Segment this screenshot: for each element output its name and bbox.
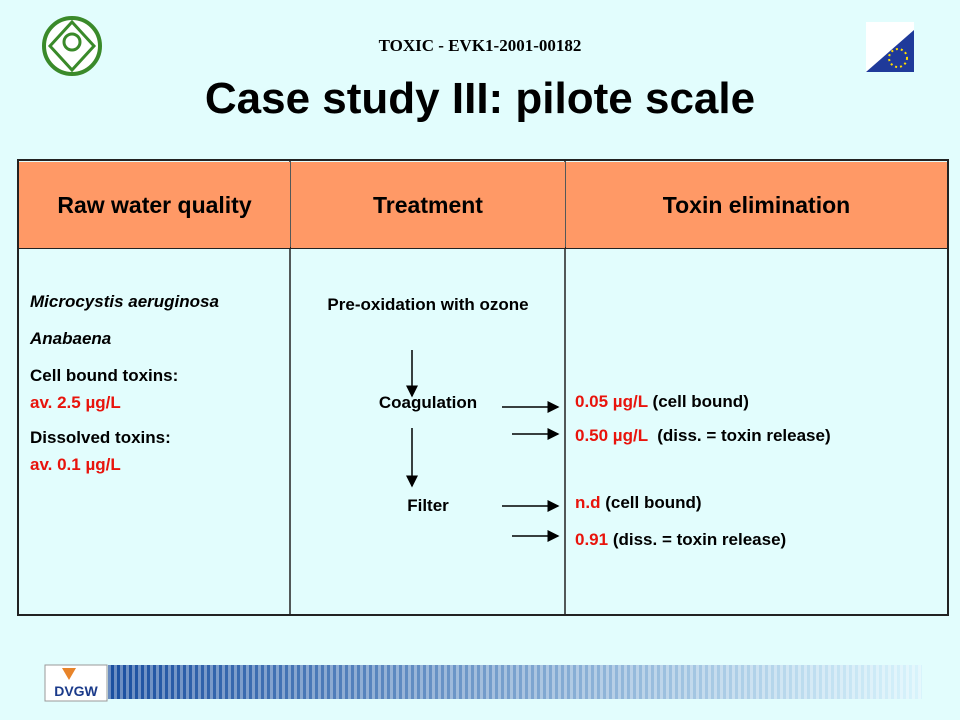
logo-left-shape [62, 32, 82, 52]
arrows [406, 350, 560, 542]
eu-flag [866, 30, 914, 72]
toxin-label: Cell bound toxins: [30, 366, 179, 385]
column-header: Treatment [291, 162, 565, 248]
elimination-row: 0.50 µg/L (diss. = toxin release) [575, 422, 831, 449]
project-code: TOXIC - EVK1-2001-00182 [378, 36, 582, 55]
organism: Microcystis aeruginosa [30, 292, 219, 311]
elimination-row: 0.91 (diss. = toxin release) [575, 526, 786, 553]
logo-left [42, 16, 102, 76]
treatment-step: Pre-oxidation with ozone [327, 295, 529, 314]
treatment-step: Coagulation [378, 393, 478, 412]
toxin-value: av. 2.5 µg/L [30, 393, 121, 412]
elimination-value: 0.91 [575, 530, 609, 549]
dvgw-mark [62, 668, 76, 680]
elimination-note: (diss. = toxin release) [612, 530, 787, 549]
logo-left-shape [47, 19, 97, 73]
elimination-value: n.d [575, 493, 601, 512]
elimination-note: (diss. = toxin release) [657, 426, 831, 445]
raw-water: Microcystis aeruginosa Anabaena Cell bou… [30, 288, 230, 478]
elimination-value: 0.05 µg/L [575, 392, 648, 411]
treatment-step: Filter [407, 496, 449, 515]
elimination-row: n.d (cell bound) [575, 489, 702, 516]
elimination-value: 0.50 µg/L [575, 426, 648, 445]
eu-stars [888, 48, 908, 68]
column-header: Toxin elimination [566, 162, 947, 248]
dvgw-text: DVGW [54, 683, 98, 699]
elimination-note: (cell bound) [652, 392, 749, 411]
dvgw-logo [44, 664, 108, 702]
organism: Anabaena [30, 329, 112, 348]
elimination-row: 0.05 µg/L (cell bound) [575, 388, 749, 415]
slide-title: Case study III: pilote scale [204, 74, 756, 123]
elimination-note: (cell bound) [605, 493, 702, 512]
toxin-label: Dissolved toxins: [30, 428, 171, 447]
footer-stripes [108, 665, 922, 699]
column-header: Raw water quality [19, 162, 290, 248]
toxin-value: av. 0.1 µg/L [30, 455, 121, 474]
